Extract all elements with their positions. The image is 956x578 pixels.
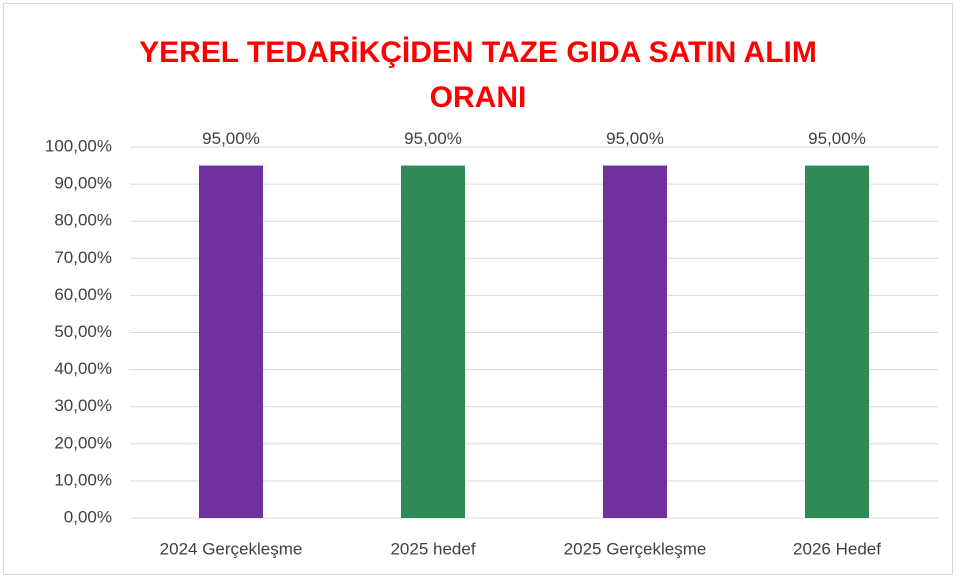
- y-tick-label: 20,00%: [54, 433, 112, 452]
- data-label: 95,00%: [606, 129, 664, 148]
- y-tick-label: 40,00%: [54, 359, 112, 378]
- y-tick-label: 90,00%: [54, 174, 112, 193]
- chart-title: YEREL TEDARİKÇİDEN TAZE GIDA SATIN ALIM …: [139, 36, 817, 114]
- x-tick-label: 2026 Hedef: [793, 539, 881, 558]
- y-tick-label: 50,00%: [54, 322, 112, 341]
- y-tick-label: 10,00%: [54, 470, 112, 489]
- bar: [805, 165, 869, 519]
- data-label: 95,00%: [404, 129, 462, 148]
- bar: [401, 165, 465, 519]
- y-tick-label: 80,00%: [54, 211, 112, 230]
- data-label: 95,00%: [202, 129, 260, 148]
- x-tick-label: 2025 hedef: [390, 539, 475, 558]
- y-tick-label: 0,00%: [64, 507, 112, 526]
- x-tick-label: 2024 Gerçekleşme: [160, 539, 303, 558]
- x-tick-label: 2025 Gerçekleşme: [564, 539, 707, 558]
- bar: [199, 165, 263, 519]
- y-tick-label: 100,00%: [45, 136, 112, 155]
- y-tick-label: 30,00%: [54, 396, 112, 415]
- y-tick-label: 70,00%: [54, 248, 112, 267]
- bar: [603, 165, 667, 519]
- y-tick-label: 60,00%: [54, 285, 112, 304]
- chart-border: [3, 3, 953, 575]
- data-label: 95,00%: [808, 129, 866, 148]
